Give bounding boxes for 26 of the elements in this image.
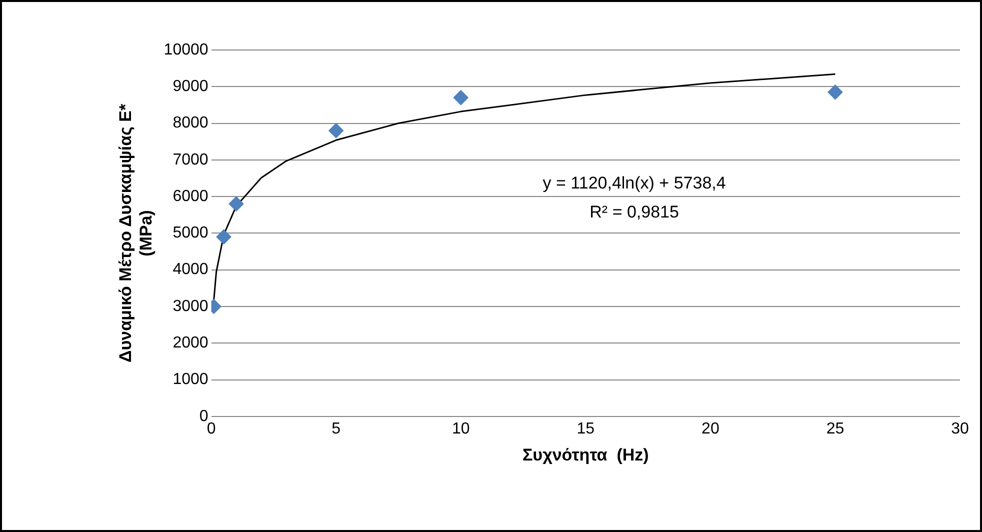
annotation: y = 1120,4ln(x) + 5738,4 <box>542 173 726 192</box>
y-tick-label: 7000 <box>172 151 208 168</box>
point <box>453 90 468 106</box>
x-tick-label: 20 <box>702 420 720 438</box>
y-tick-label: 2000 <box>172 334 208 352</box>
annotation: R² = 0,9815 <box>590 202 679 222</box>
x-tick-label: 30 <box>951 420 969 438</box>
y-tick-label: 6000 <box>172 188 208 205</box>
point <box>328 123 344 138</box>
x-tick-label: 25 <box>826 420 844 438</box>
point <box>828 84 843 100</box>
y-tick-label: 10000 <box>164 41 208 58</box>
y-axis-title: Δυναμικό Μέτρο Δυσκαμψίας Ε* (MPa) <box>116 104 156 362</box>
y-tick-label: 1000 <box>172 371 208 388</box>
x-tick-label: 15 <box>576 420 595 438</box>
y-tick-label: 5000 <box>172 224 208 242</box>
x-axis-title: Συχνότητα (Hz) <box>522 445 649 464</box>
y-tick-label: 8000 <box>172 114 208 132</box>
y-tick-label: 3000 <box>172 298 208 315</box>
y-tick-label: 0 <box>199 408 208 425</box>
point <box>228 196 244 212</box>
x-tick-label: 10 <box>452 420 470 438</box>
y-tick-label: 9000 <box>172 78 208 96</box>
x-tick-label: 5 <box>332 420 341 438</box>
point <box>216 229 232 244</box>
y-tick-label: 4000 <box>172 261 208 278</box>
